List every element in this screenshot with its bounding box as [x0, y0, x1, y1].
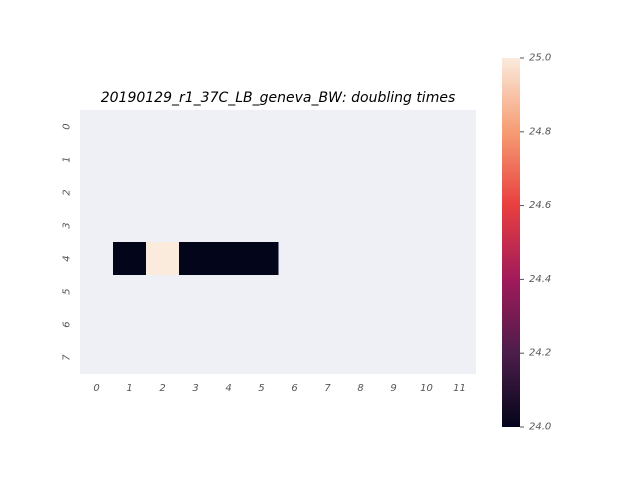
- colorbar-tick-label: 24.8: [529, 126, 551, 137]
- heatmap-cell-r4-c3: [179, 242, 213, 275]
- x-tick-label: 9: [390, 383, 396, 394]
- y-tick-label: 0: [62, 123, 73, 129]
- chart-title: 20190129_r1_37C_LB_geneva_BW: doubling t…: [101, 90, 456, 106]
- y-tick-label: 6: [62, 321, 73, 327]
- x-tick-label: 11: [453, 383, 466, 394]
- heatmap-cell-r4-c1: [113, 242, 147, 275]
- x-tick-label: 10: [420, 383, 433, 394]
- heatmap-cell-r4-c4: [212, 242, 246, 275]
- y-tick-label: 3: [62, 222, 73, 228]
- x-tick-label: 6: [291, 383, 297, 394]
- colorbar-tick-label: 24.6: [529, 200, 551, 211]
- colorbar-tick-label: 25.0: [529, 53, 551, 64]
- colorbar-gradient: [502, 58, 520, 427]
- colorbar-tick-label: 24.2: [529, 348, 551, 359]
- x-tick-label: 8: [357, 383, 363, 394]
- x-axis: 0 1 2 3 4 5 6 7 8 9 10 11: [93, 383, 466, 394]
- x-tick-label: 0: [93, 383, 99, 394]
- colorbar-tick-label: 24.0: [529, 422, 551, 433]
- colorbar-tick-label: 24.4: [529, 274, 551, 285]
- y-tick-label: 1: [62, 156, 73, 162]
- y-axis: 0 1 2 3 4 5 6 7: [62, 123, 73, 360]
- x-tick-label: 2: [159, 383, 165, 394]
- x-tick-label: 3: [192, 383, 198, 394]
- y-tick-label: 5: [62, 288, 73, 294]
- x-tick-label: 1: [126, 383, 132, 394]
- heatmap-cell-r4-c5: [245, 242, 279, 275]
- heatmap-cell-r4-c2: [146, 242, 180, 275]
- y-tick-label: 4: [62, 255, 73, 261]
- x-tick-label: 5: [258, 383, 264, 394]
- x-tick-label: 4: [225, 383, 231, 394]
- colorbar: 24.0 24.2 24.4 24.6 24.8 25.0: [502, 53, 551, 433]
- y-tick-label: 2: [62, 189, 73, 195]
- y-tick-label: 7: [62, 354, 73, 361]
- plot-area: [80, 110, 476, 374]
- x-tick-label: 7: [324, 383, 331, 394]
